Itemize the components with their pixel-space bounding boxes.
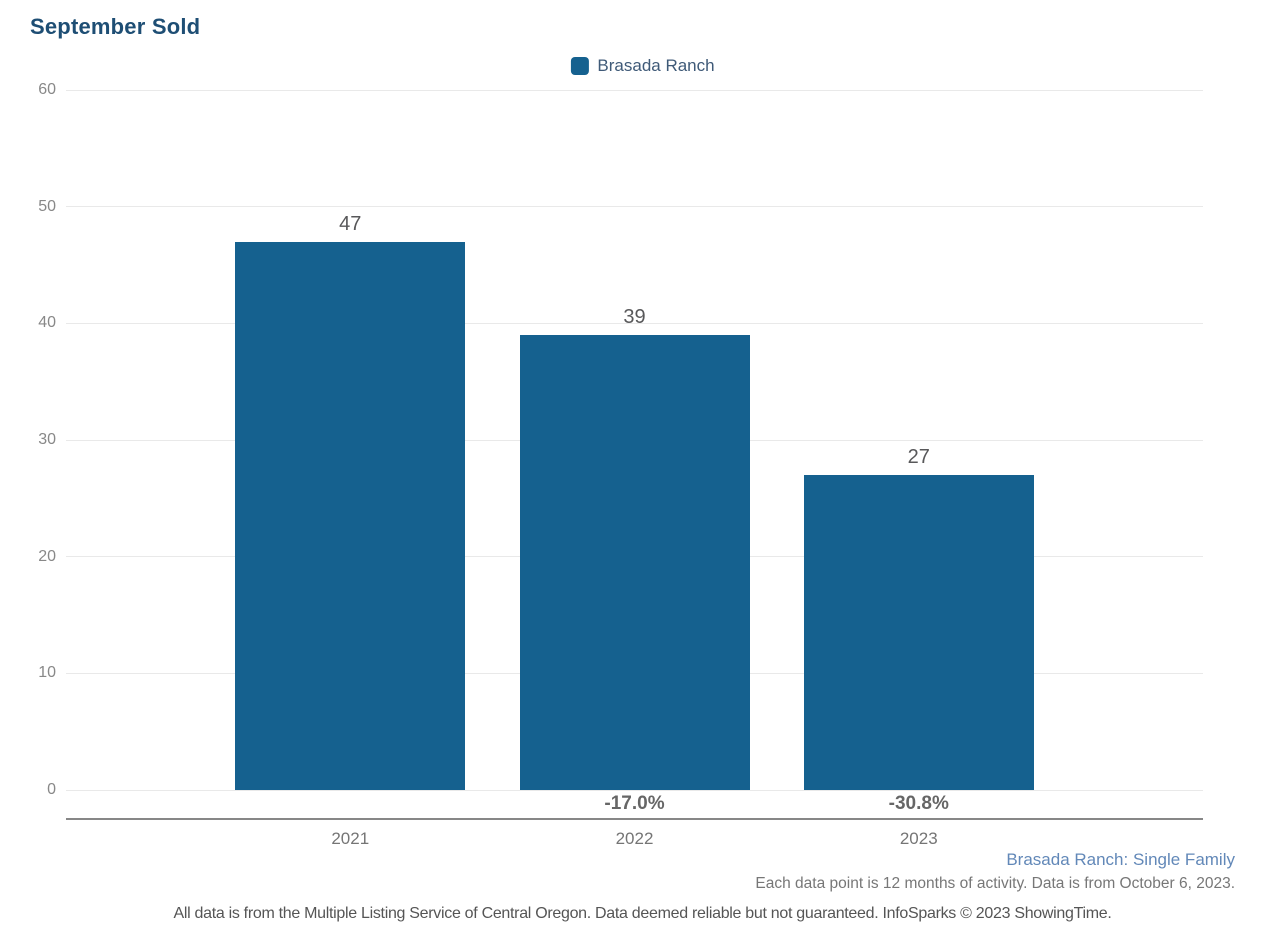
y-tick-label-60: 60	[38, 81, 56, 98]
y-axis: 0 10 20 30 40 50 60	[0, 81, 56, 798]
y-tick-label-10: 10	[38, 664, 56, 682]
bar-2021[interactable]	[235, 241, 466, 790]
gridline-60	[66, 89, 1203, 91]
gridline-40	[66, 322, 1203, 324]
footnotes-right: Brasada Ranch: Single Family Each data p…	[755, 850, 1235, 893]
bar-value-label-2023: 27	[907, 446, 930, 468]
y-tick-label-30: 30	[38, 431, 56, 448]
pct-change-label-2022: -17.0%	[604, 793, 665, 814]
legend-swatch-icon	[570, 57, 589, 75]
plot-area: 47 39 27	[66, 89, 1203, 791]
data-footnote: Each data point is 12 months of activity…	[755, 875, 1235, 892]
series-footnote: Brasada Ranch: Single Family	[1006, 850, 1235, 869]
x-tick-label-2023: 2023	[899, 829, 938, 848]
bar-2023[interactable]	[803, 475, 1034, 790]
legend-item[interactable]: Brasada Ranch	[570, 56, 715, 76]
gridline-0	[66, 789, 1203, 791]
bar-value-label-2021: 47	[339, 212, 362, 235]
gridline-50	[66, 206, 1203, 208]
y-tick-label-20: 20	[38, 547, 56, 565]
x-axis-line	[66, 818, 1203, 820]
pct-change-label-2023: -30.8%	[888, 793, 949, 814]
legend-label: Brasada Ranch	[597, 56, 715, 75]
bar-2022[interactable]	[519, 335, 750, 790]
x-tick-label-2022: 2022	[615, 829, 654, 848]
y-tick-label-40: 40	[38, 314, 56, 332]
disclaimer: All data is from the Multiple Listing Se…	[173, 905, 1112, 922]
x-tick-label-2021: 2021	[331, 829, 370, 848]
bar-value-label-2022: 39	[623, 306, 646, 328]
chart-title: September Sold	[30, 14, 201, 39]
y-tick-label-0: 0	[47, 781, 56, 798]
y-tick-label-50: 50	[38, 197, 56, 215]
